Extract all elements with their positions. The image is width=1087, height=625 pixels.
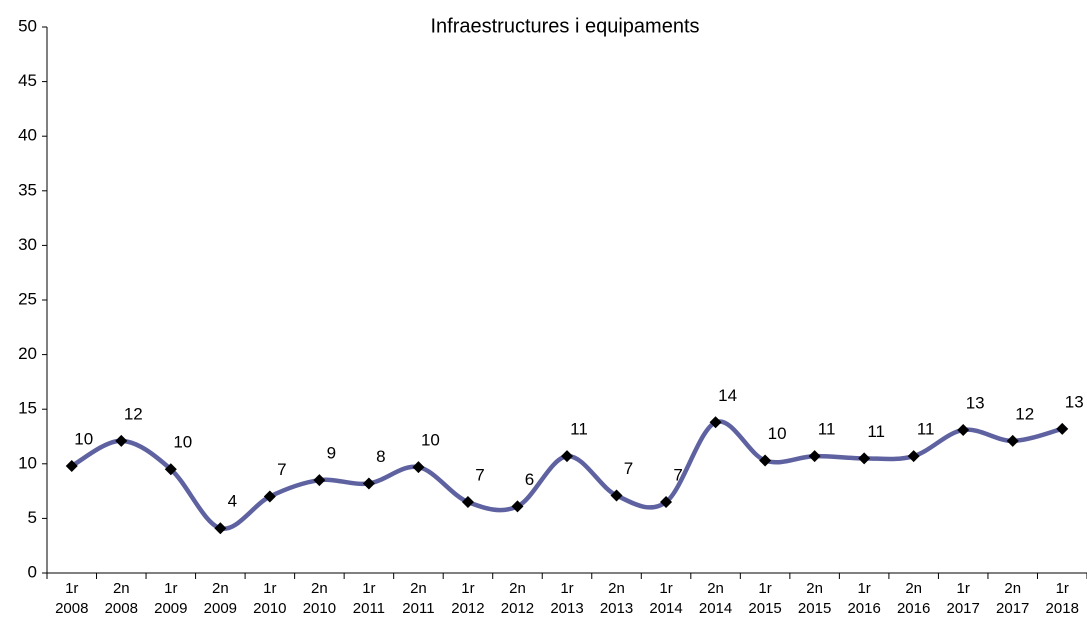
data-label: 9 <box>327 444 336 463</box>
marker <box>759 454 772 467</box>
x-tick-label: 1r <box>758 580 771 597</box>
x-tick-label: 2n <box>212 580 229 597</box>
x-tick-label: 2012 <box>451 600 484 617</box>
data-label: 13 <box>966 393 985 412</box>
marker <box>660 496 673 509</box>
marker <box>115 434 128 447</box>
x-tick-label: 2n <box>608 580 625 597</box>
y-tick-label: 15 <box>18 399 37 418</box>
x-tick-label: 1r <box>560 580 573 597</box>
data-label: 11 <box>867 422 885 441</box>
y-tick-label: 45 <box>18 71 37 90</box>
x-tick-label: 2008 <box>105 600 138 617</box>
x-tick-label: 2n <box>509 580 526 597</box>
data-label: 7 <box>624 459 633 478</box>
line <box>70 419 1063 531</box>
x-tick-label: 2n <box>311 580 328 597</box>
x-tick-label: 2008 <box>55 600 88 617</box>
x-tick-label: 2n <box>113 580 130 597</box>
marker <box>561 450 573 463</box>
x-tick-label: 2016 <box>897 600 930 617</box>
marker <box>858 452 871 465</box>
data-label: 6 <box>525 470 534 489</box>
x-tick-label: 2n <box>905 580 922 597</box>
marker <box>313 474 326 487</box>
data-label: 11 <box>570 420 588 439</box>
x-tick-label: 1r <box>263 580 276 597</box>
chart-title: Infraestructures i equipaments <box>430 15 699 37</box>
x-tick-label: 2011 <box>353 600 385 617</box>
x-tick-label: 2017 <box>947 600 980 617</box>
data-label: 12 <box>1015 404 1034 423</box>
marker <box>65 459 78 472</box>
x-tick-label: 2012 <box>501 600 534 617</box>
marker <box>511 500 524 513</box>
x-tick-label: 2018 <box>1046 600 1079 617</box>
data-label: 10 <box>173 433 192 452</box>
y-tick-label: 35 <box>18 180 37 199</box>
x-tick-label: 2013 <box>600 600 633 617</box>
y-tick-label: 0 <box>28 562 37 581</box>
x-tick-label: 2n <box>707 580 724 597</box>
x-tick-label: 2n <box>806 580 823 597</box>
marker <box>362 477 375 490</box>
data-label: 12 <box>124 404 143 423</box>
marker <box>461 496 474 509</box>
marker <box>610 489 623 502</box>
marker <box>164 463 177 476</box>
x-tick-label: 2011 <box>402 600 434 617</box>
data-label: 10 <box>74 429 93 448</box>
data-label: 4 <box>228 492 237 511</box>
marker <box>709 416 722 429</box>
x-tick-label: 2015 <box>748 600 781 617</box>
x-tick-label: 2017 <box>996 600 1029 617</box>
marker <box>214 522 227 535</box>
y-tick-label: 20 <box>18 344 37 363</box>
data-label: 10 <box>421 431 440 450</box>
x-tick-label: 2010 <box>253 600 286 617</box>
x-tick-label: 2010 <box>303 600 336 617</box>
data-label: 8 <box>376 447 385 466</box>
x-tick-label: 2014 <box>699 600 732 617</box>
data-label: 14 <box>718 386 737 405</box>
data-label: 7 <box>475 466 484 485</box>
x-tick-label: 2n <box>1004 580 1021 597</box>
x-tick-label: 1r <box>65 580 78 597</box>
data-label: 7 <box>277 460 286 479</box>
x-tick-label: 2014 <box>649 600 682 617</box>
x-tick-label: 2016 <box>847 600 880 617</box>
x-tick-label: 1r <box>957 580 970 597</box>
y-tick-label: 5 <box>28 508 37 527</box>
x-tick-label: 1r <box>1056 580 1069 597</box>
data-label: 13 <box>1065 392 1084 411</box>
y-tick-label: 25 <box>18 289 37 308</box>
marker <box>957 423 970 436</box>
data-label: 11 <box>917 420 935 439</box>
y-tick-label: 40 <box>18 126 37 145</box>
marker <box>907 450 920 463</box>
marker <box>263 490 276 503</box>
marker <box>808 450 821 463</box>
data-label: 7 <box>673 466 682 485</box>
x-tick-label: 2015 <box>798 600 831 617</box>
x-tick-label: 2013 <box>550 600 583 617</box>
marker <box>412 461 425 474</box>
x-tick-label: 2009 <box>154 600 187 617</box>
x-tick-label: 2n <box>410 580 427 597</box>
y-tick-label: 10 <box>18 453 37 472</box>
marker <box>1006 434 1019 447</box>
marker <box>1056 422 1069 435</box>
x-tick-label: 1r <box>659 580 672 597</box>
x-tick-label: 2009 <box>204 600 237 617</box>
x-tick-label: 1r <box>461 580 474 597</box>
y-tick-label: 50 <box>18 16 37 35</box>
data-label: 10 <box>768 424 787 443</box>
x-tick-label: 1r <box>362 580 375 597</box>
x-tick-label: 1r <box>164 580 177 597</box>
data-label: 11 <box>818 420 836 439</box>
x-tick-label: 1r <box>857 580 870 597</box>
y-tick-label: 30 <box>18 235 37 254</box>
